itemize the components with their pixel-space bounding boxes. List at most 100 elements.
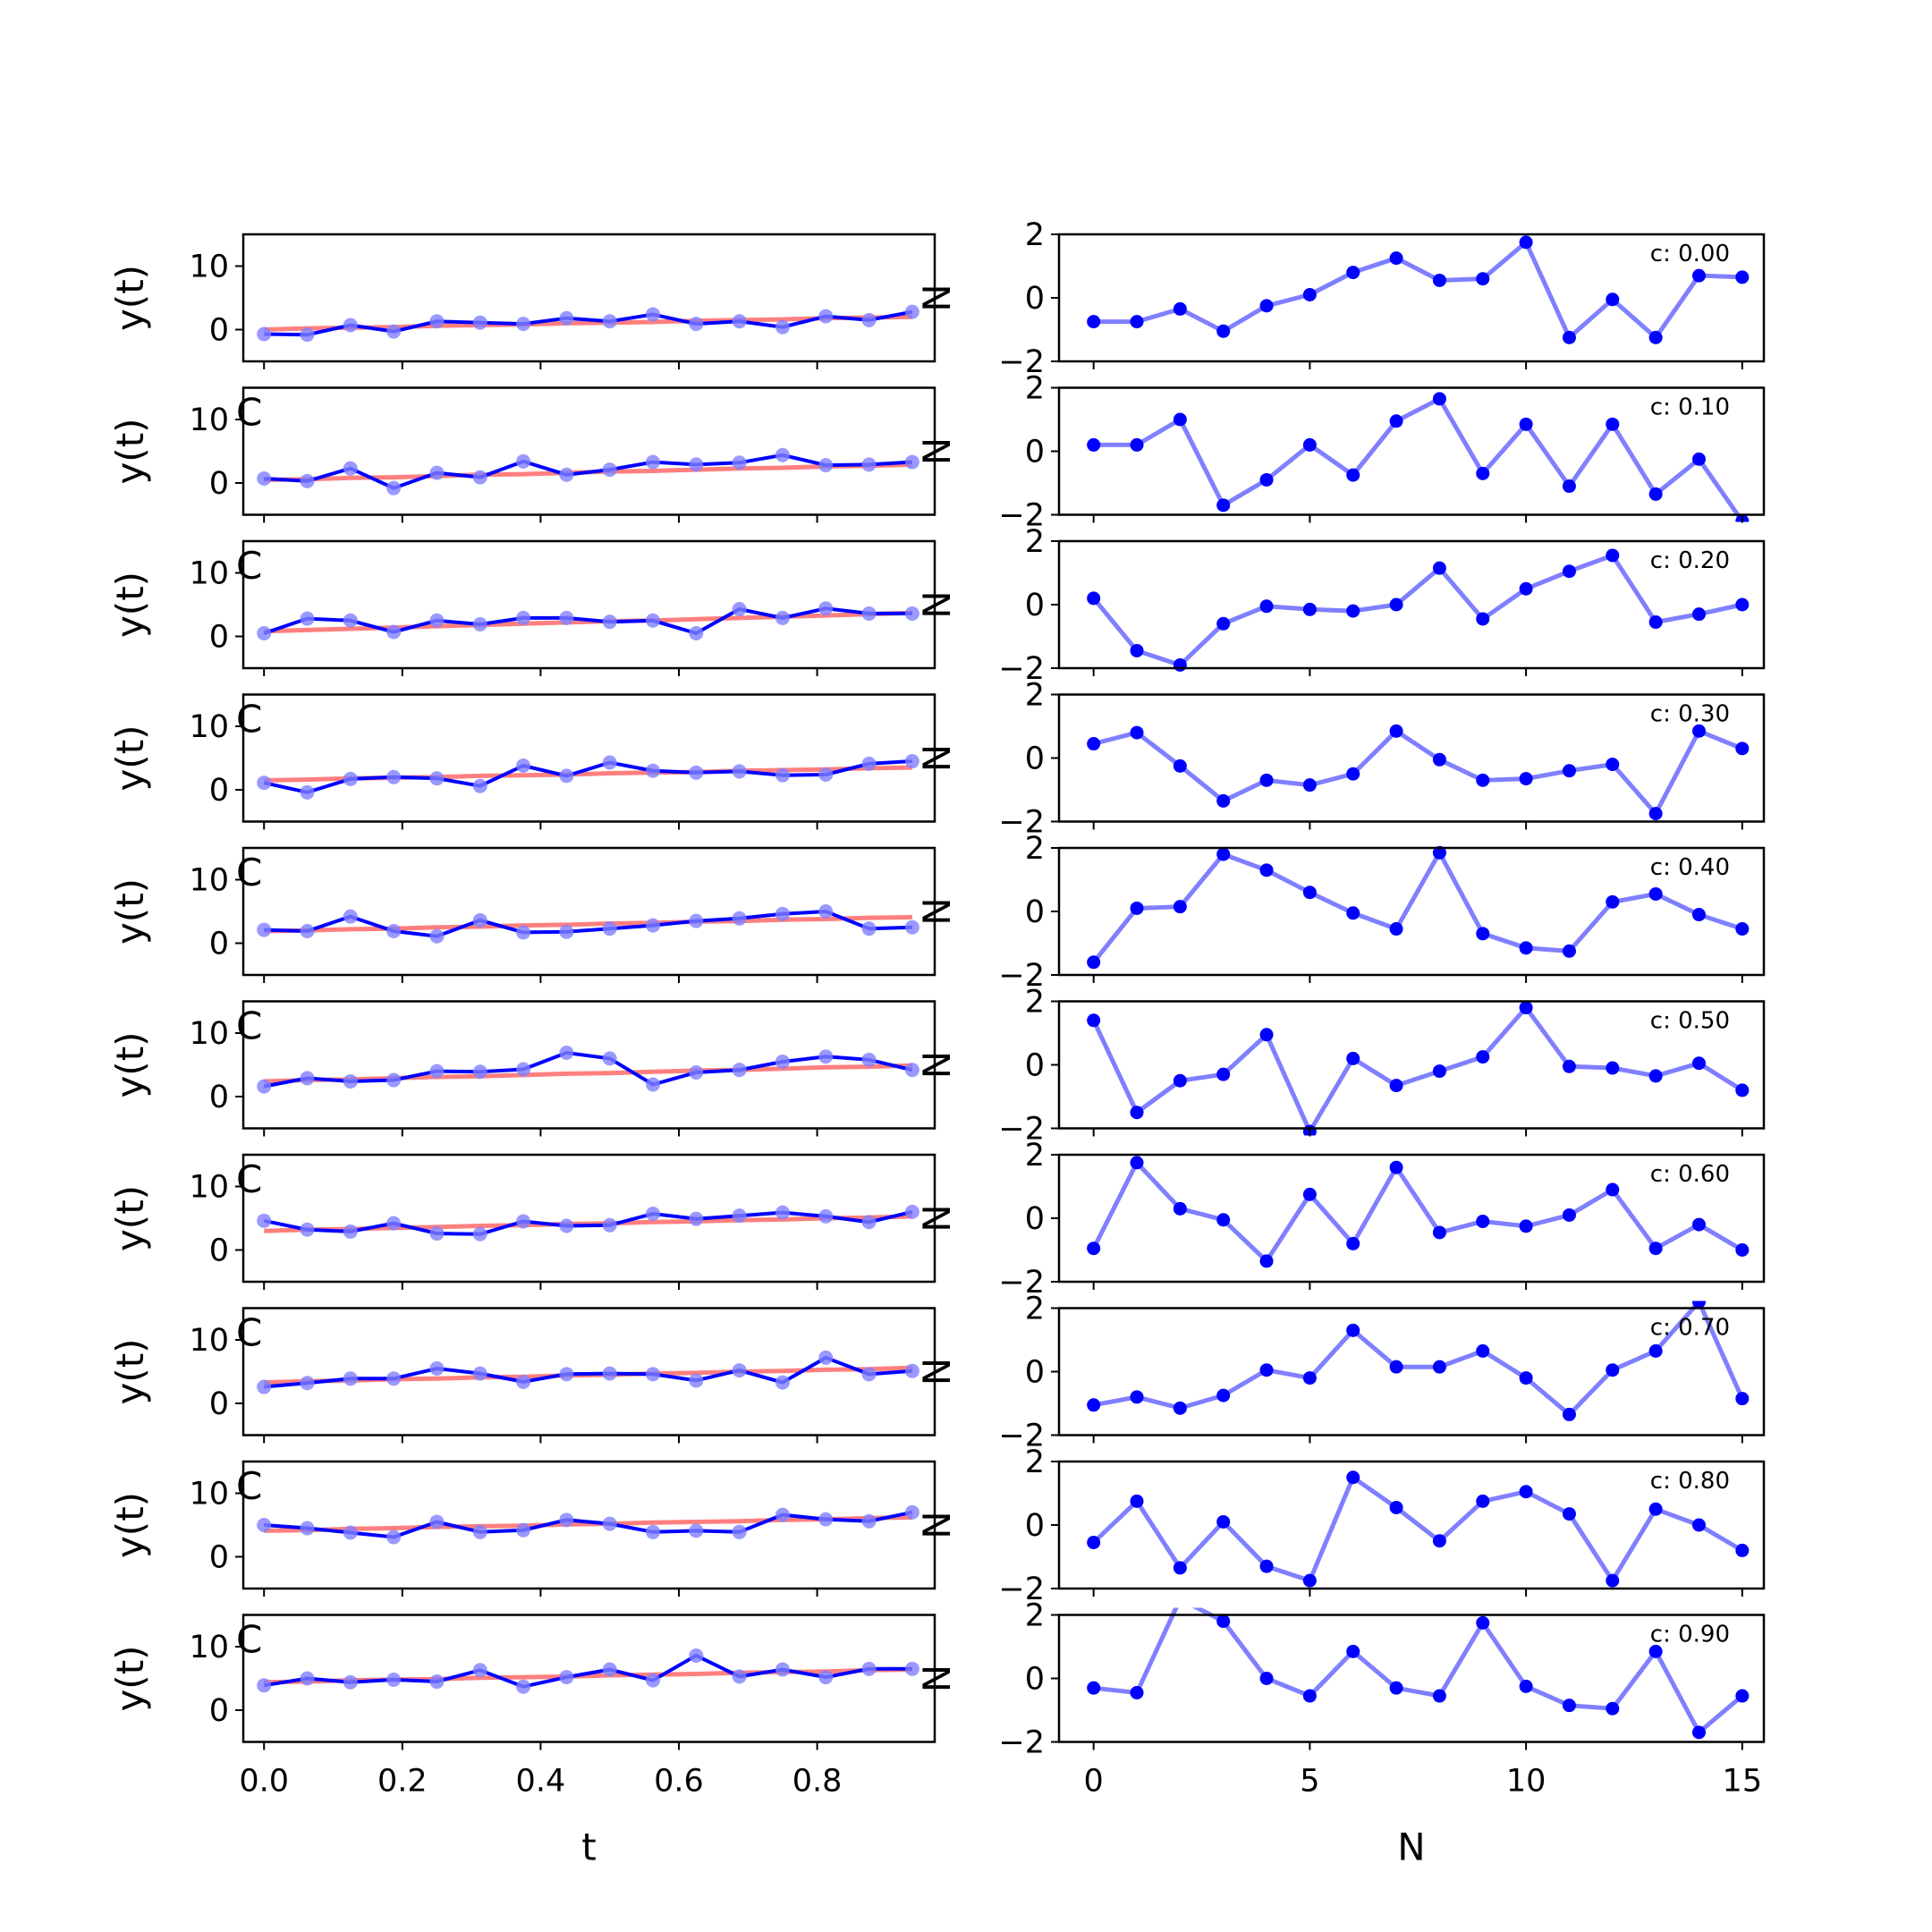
right-data-line-9 [1093,1607,1744,1736]
left-data-line-5 [263,1050,913,1089]
left-data-point-5-12 [775,1054,790,1069]
left-panel-9: 0 10 y(t) C 0.0 0.2 0.4 0.6 0.8 t [108,1614,936,1869]
right-data-point-4-2 [1173,900,1187,914]
right-plot-area-3 [1087,724,1750,821]
left-data-line-0 [264,309,913,337]
right-data-point-2-1 [1130,643,1144,657]
left-ytick-label-6-0: 0 [209,1233,229,1269]
right-data-point-8-3 [1216,1514,1231,1529]
right-data-point-9-8 [1432,1689,1446,1703]
left-ytick-label-5-0: 0 [209,1080,229,1115]
left-data-point-0-12 [775,319,790,335]
left-data-point-4-9 [646,918,661,933]
left-data-point-1-9 [646,454,661,470]
right-data-point-0-8 [1432,273,1446,287]
left-ytick-label-5-1: 10 [189,1016,229,1052]
left-data-point-8-5 [472,1524,487,1539]
right-ytick-label-9-0: −2 [998,1725,1045,1761]
left-data-point-1-0 [257,471,272,487]
left-plot-area-2 [257,601,919,640]
left-data-point-3-9 [646,763,661,778]
right-data-point-2-11 [1562,564,1576,579]
left-data-point-2-5 [472,617,487,632]
right-xtick-label-2: 10 [1506,1764,1546,1800]
right-data-point-7-3 [1216,1388,1231,1402]
left-data-point-0-9 [646,307,661,322]
left-frame-9 [242,1614,936,1743]
right-ylabel-fragment-4: N [915,897,959,925]
right-data-point-1-3 [1216,498,1231,513]
left-data-line-8 [264,1510,913,1539]
left-data-point-3-8 [602,755,617,770]
left-frame-2 [242,539,936,670]
right-data-point-0-6 [1346,266,1360,280]
right-plot-area-4 [1087,845,1750,970]
left-data-point-9-12 [775,1662,790,1677]
right-data-point-2-0 [1087,591,1101,606]
left-data-point-7-8 [602,1366,617,1381]
left-data-point-3-0 [257,775,272,791]
left-frame-0 [242,233,936,363]
right-data-point-8-5 [1302,1573,1317,1588]
left-ytick-label-3-0: 0 [209,773,229,809]
left-ylabel-2: y(t) [108,572,152,638]
right-data-point-0-7 [1389,251,1403,266]
left-data-point-0-4 [429,314,445,329]
right-data-point-1-10 [1519,417,1533,431]
right-data-point-6-15 [1735,1243,1750,1257]
right-data-point-7-12 [1606,1363,1620,1377]
right-data-point-0-15 [1735,270,1750,284]
left-data-point-2-3 [386,624,402,640]
right-data-point-0-1 [1130,315,1144,329]
left-trend-line-8 [264,1515,912,1533]
right-data-point-6-7 [1389,1160,1403,1174]
left-data-point-8-2 [343,1525,358,1540]
left-data-point-8-3 [386,1530,402,1545]
left-data-line-6 [263,1209,913,1236]
left-data-point-1-15 [904,454,919,470]
left-ytick-label-0-1: 10 [189,250,229,285]
right-data-point-0-3 [1216,324,1231,338]
left-data-point-0-11 [732,314,747,329]
left-data-line-7 [264,1355,913,1389]
left-data-point-2-0 [257,625,272,640]
left-panel-7: 0 10 y(t) C [108,1307,936,1444]
left-data-point-0-2 [343,318,358,333]
left-data-point-9-7 [559,1670,574,1685]
right-data-point-4-9 [1476,927,1490,941]
left-data-point-2-10 [689,625,704,640]
left-data-point-4-8 [602,921,617,936]
left-data-point-7-6 [516,1374,531,1389]
right-ytick-label-0-0: −2 [998,344,1045,380]
right-ytick-label-2-0: −2 [998,651,1045,687]
right-data-point-3-1 [1130,725,1144,740]
right-data-point-5-7 [1389,1079,1403,1093]
left-frame-5 [242,1000,936,1130]
left-ytick-label-9-0: 0 [209,1693,229,1729]
right-data-point-1-14 [1691,452,1706,466]
right-data-line-2 [1091,552,1743,668]
right-ytick-label-3-0: −2 [998,805,1045,841]
left-data-point-9-13 [818,1670,834,1685]
right-data-point-4-8 [1432,845,1446,860]
left-data-point-7-15 [904,1363,919,1378]
left-data-point-5-14 [861,1052,877,1067]
right-panel-8: −2 0 2 c: 0.80 N [915,1445,1766,1607]
right-data-point-8-12 [1606,1573,1620,1588]
left-data-point-3-1 [300,784,315,800]
left-data-point-1-4 [429,465,445,480]
left-data-point-9-0 [257,1678,272,1693]
left-data-point-6-11 [732,1208,747,1224]
right-plot-area-8 [1087,1470,1750,1588]
left-ytick-label-4-0: 0 [209,927,229,962]
right-data-point-7-8 [1432,1360,1446,1374]
left-data-point-2-12 [775,610,790,625]
right-ylabel-fragment-9: N [915,1665,959,1692]
left-data-point-1-14 [861,457,877,472]
left-data-point-6-3 [386,1216,402,1231]
left-plot-area-4 [257,904,919,944]
right-data-point-1-1 [1130,437,1144,452]
left-data-point-1-7 [559,467,574,482]
left-data-point-5-13 [818,1049,834,1064]
right-panel-1: −2 0 2 c: 0.10 N [915,371,1766,534]
